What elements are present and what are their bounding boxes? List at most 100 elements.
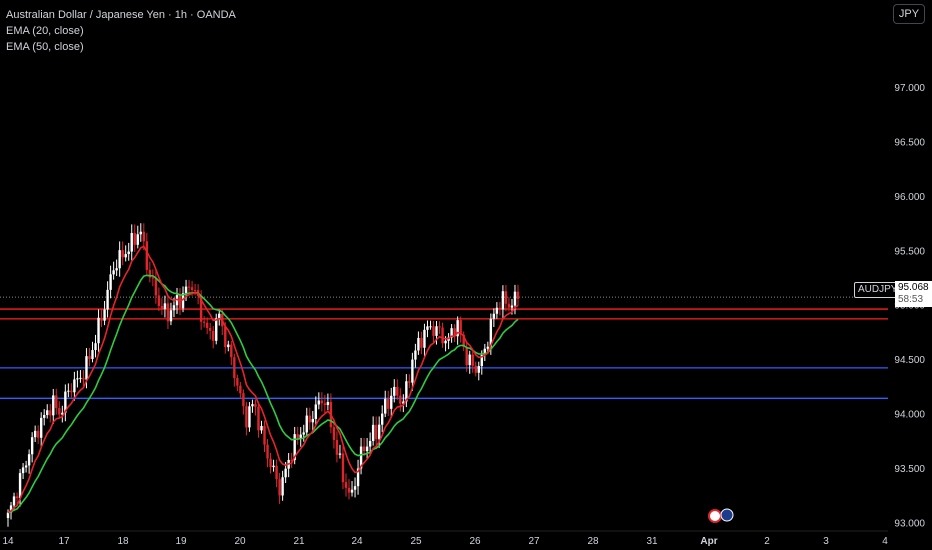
candle-body <box>483 348 487 355</box>
candle-body <box>498 307 502 310</box>
symbol-title[interactable]: Australian Dollar / Japanese Yen · 1h · … <box>6 9 236 21</box>
ema20-legend[interactable]: EMA (20, close) <box>6 25 84 37</box>
candle-body <box>248 406 251 428</box>
candle-body <box>305 415 308 433</box>
candle-body <box>184 286 188 294</box>
candle-body <box>205 322 209 328</box>
candle-body <box>387 398 390 409</box>
candle <box>115 259 118 277</box>
candle <box>317 392 321 410</box>
candle-body <box>39 417 43 438</box>
candle-body <box>414 350 417 360</box>
candle <box>218 309 221 326</box>
candle-body <box>323 403 327 406</box>
candle-body <box>338 453 342 455</box>
candle-body <box>118 250 121 269</box>
candle <box>414 343 417 368</box>
candle <box>314 396 318 426</box>
candle-body <box>224 326 227 348</box>
candle <box>175 287 179 314</box>
x-tick-label: 21 <box>293 536 305 547</box>
candle-body <box>124 254 127 258</box>
candle-body <box>408 381 411 383</box>
candle-body <box>33 430 37 438</box>
candle <box>420 331 423 355</box>
candle-body <box>326 402 330 406</box>
currency-button[interactable]: JPY <box>893 4 925 24</box>
candle <box>281 470 284 501</box>
candle-body <box>317 400 321 405</box>
candle-body <box>30 437 34 455</box>
candle-body <box>166 303 170 322</box>
candle <box>393 379 396 403</box>
calendar-events[interactable] <box>708 508 734 523</box>
candle <box>133 224 136 252</box>
ema50-line <box>7 274 519 514</box>
candle-body <box>55 395 58 409</box>
candle <box>323 394 327 414</box>
candle-body <box>148 269 152 278</box>
candle-body <box>435 326 438 336</box>
candle-body <box>251 404 254 407</box>
candle <box>390 387 393 418</box>
candle <box>205 317 209 335</box>
candle-body <box>85 356 88 380</box>
candle-body <box>82 377 85 380</box>
candle <box>12 492 16 510</box>
candle-body <box>384 398 387 414</box>
x-tick-label: 19 <box>175 536 187 547</box>
last-price-tag: 95.068 58:53 <box>895 281 932 307</box>
candle-body <box>335 439 339 455</box>
candle <box>326 393 330 411</box>
candle-body <box>510 305 514 308</box>
candle-body <box>169 310 173 322</box>
candle-body <box>371 424 375 441</box>
candle-body <box>199 295 203 322</box>
event-flag-icon <box>708 509 722 523</box>
candle <box>52 388 55 425</box>
candle-body <box>245 406 248 428</box>
x-tick-label: 2 <box>764 536 770 547</box>
candle-body <box>12 496 16 506</box>
candle-body <box>438 326 441 328</box>
y-tick-label: 95.500 <box>894 246 925 257</box>
candle-body <box>76 378 79 380</box>
candle-body <box>151 277 155 279</box>
candle <box>471 350 474 373</box>
ema50-legend[interactable]: EMA (50, close) <box>6 41 84 53</box>
candle <box>97 309 100 352</box>
candle <box>432 320 435 344</box>
candle-body <box>495 307 499 314</box>
candle-body <box>157 295 161 306</box>
y-tick-label: 93.500 <box>894 464 925 475</box>
bar-countdown: 58:53 <box>898 294 924 305</box>
candle <box>127 242 130 261</box>
candle <box>254 399 257 416</box>
candle <box>251 399 254 413</box>
candle-body <box>36 430 40 438</box>
candle <box>79 370 82 383</box>
candle-body <box>257 406 260 431</box>
candle <box>477 361 480 381</box>
candle-body <box>332 427 336 440</box>
candle-body <box>474 365 477 373</box>
candle-body <box>284 468 287 478</box>
candle-body <box>130 233 133 252</box>
candle-body <box>426 326 429 330</box>
candle <box>447 333 450 350</box>
candle-body <box>374 424 378 440</box>
candle-body <box>218 313 221 319</box>
candle <box>109 265 112 299</box>
x-tick-label: 18 <box>117 536 129 547</box>
candle <box>423 323 426 357</box>
candle <box>374 416 378 446</box>
candle-body <box>172 305 176 311</box>
candle-body <box>208 327 212 331</box>
candle <box>263 420 266 452</box>
candle-body <box>212 330 215 341</box>
candle <box>320 392 324 412</box>
candle <box>15 492 19 506</box>
candle-body <box>242 393 245 407</box>
candle <box>405 374 408 408</box>
